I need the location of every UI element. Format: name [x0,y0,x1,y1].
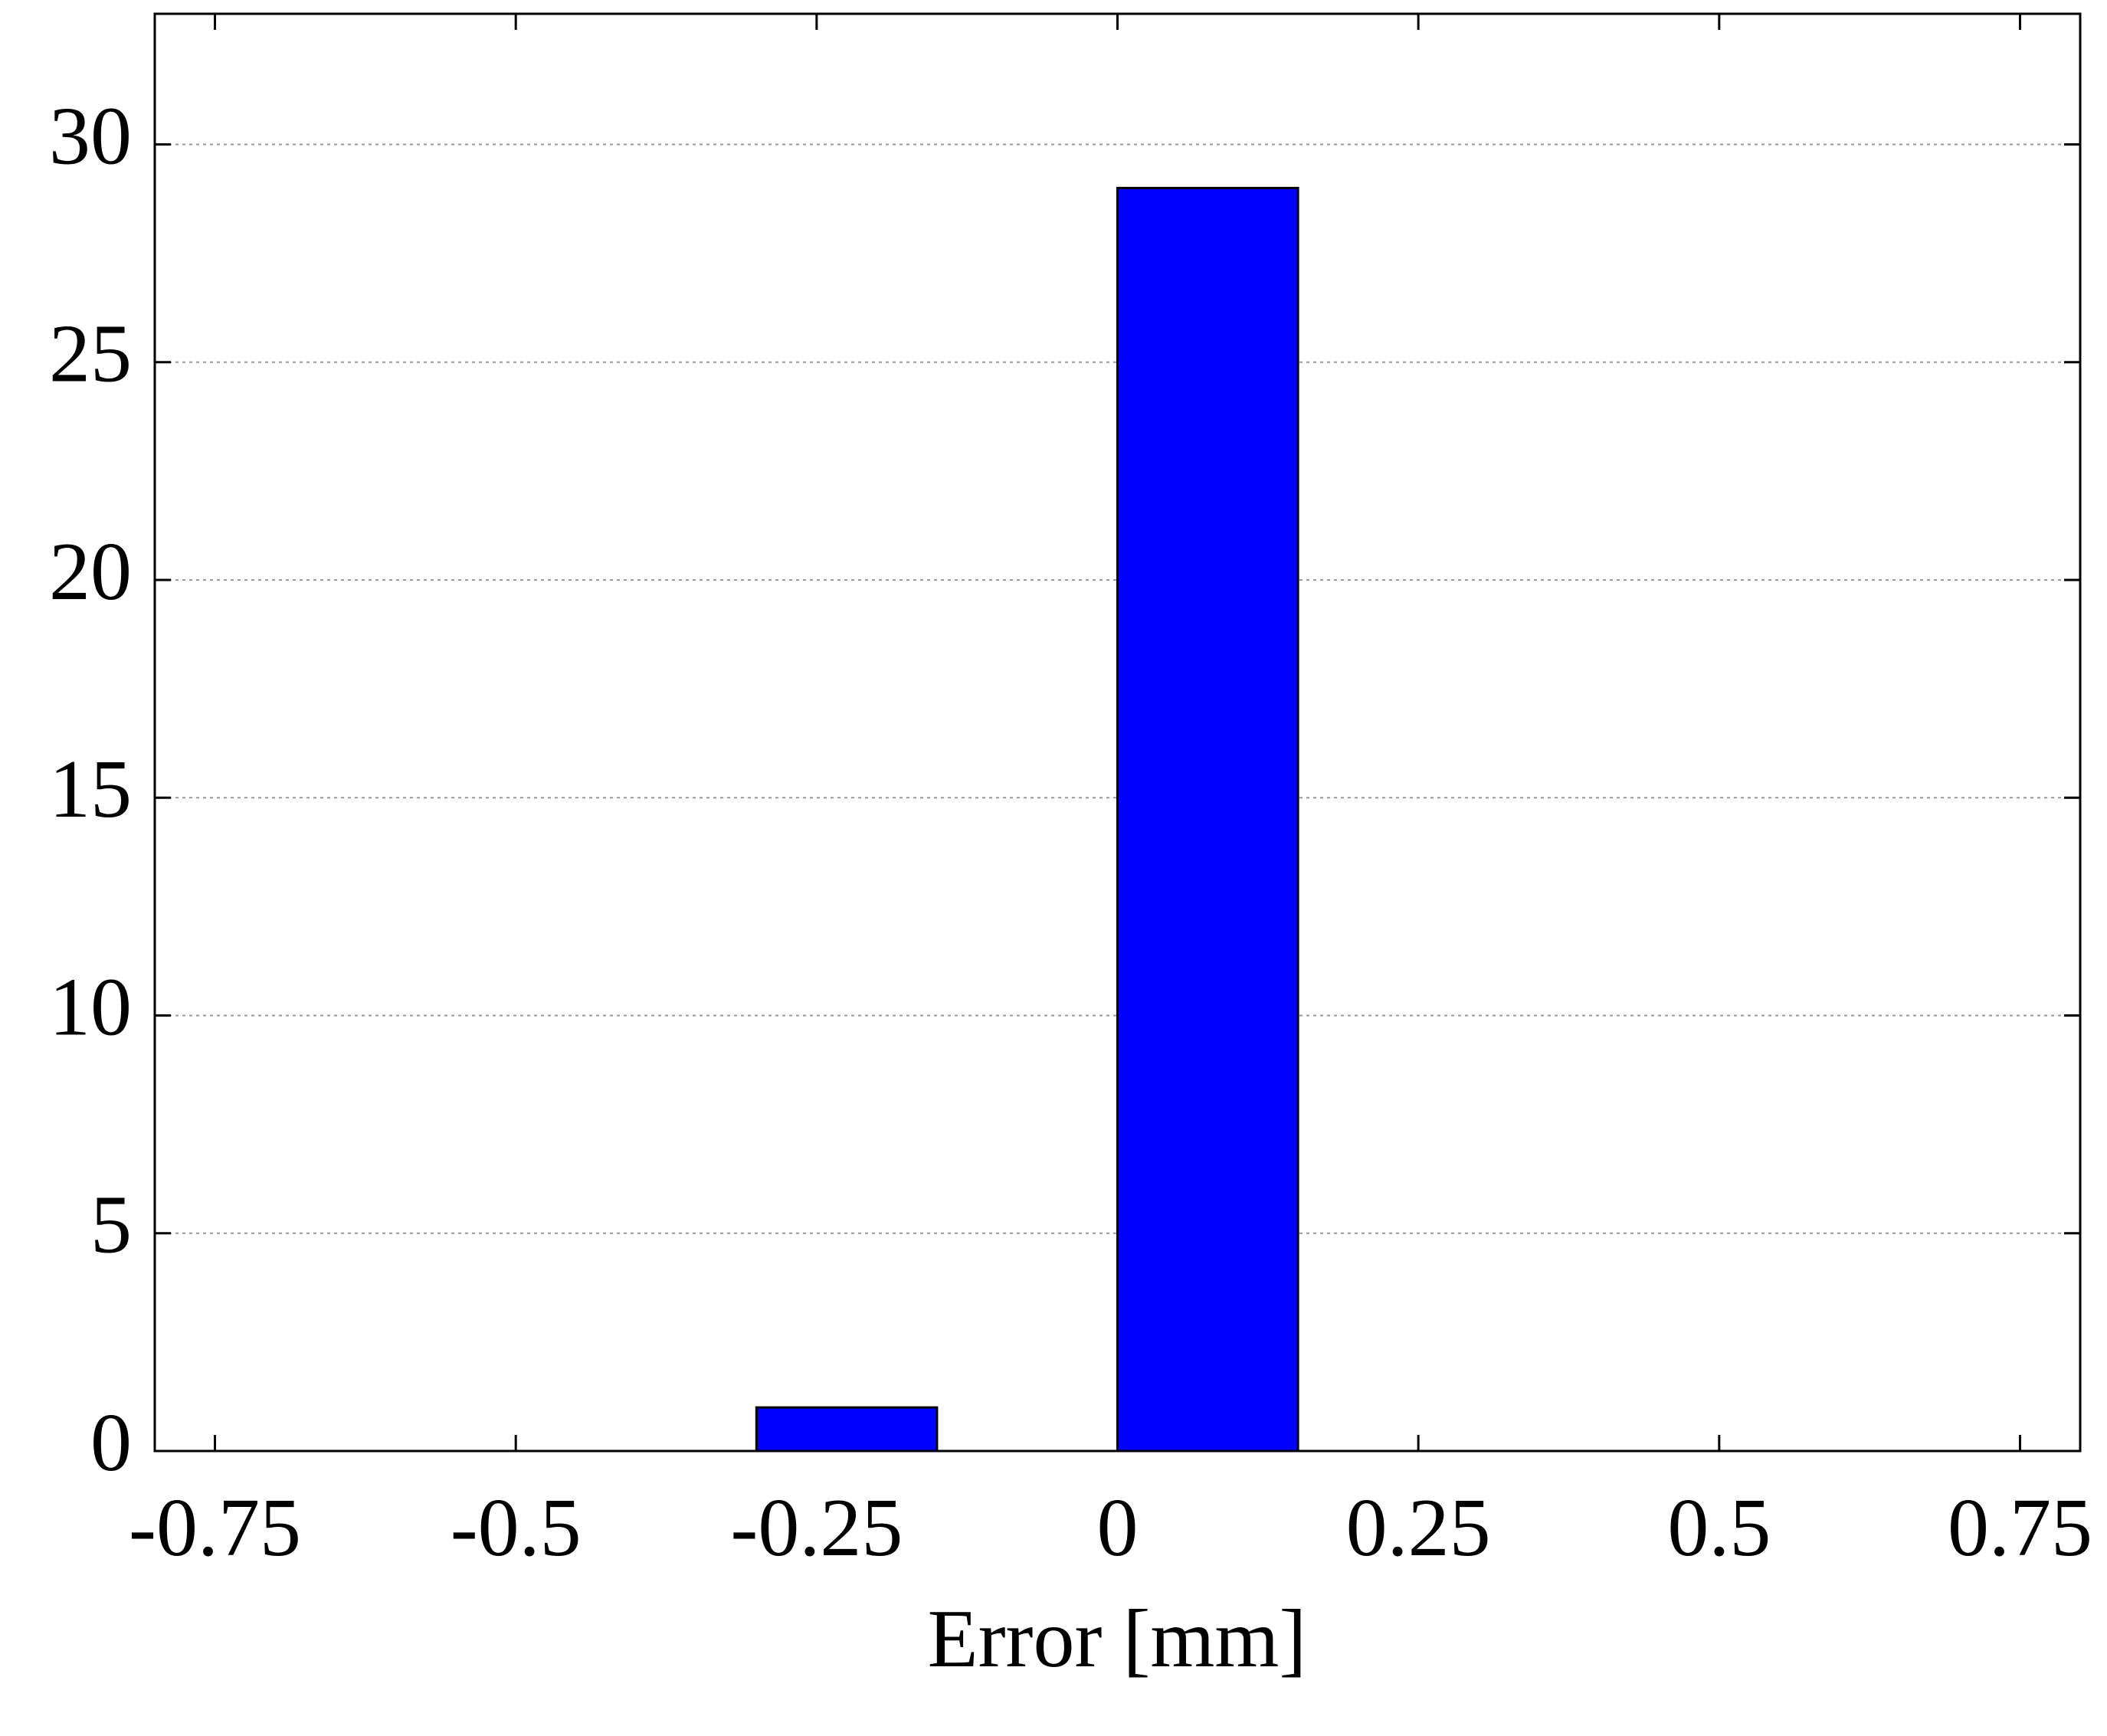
x-tick-label: 0.25 [1346,1482,1491,1574]
x-axis-label: Error [mm] [928,1594,1307,1685]
y-tick-label: 10 [49,961,132,1053]
x-tick-label: 0.75 [1948,1482,2092,1574]
y-tick-label: 25 [49,309,132,400]
x-tick-label: -0.25 [730,1482,903,1574]
bar [755,1406,939,1453]
y-tick-label: 0 [90,1397,132,1489]
x-tick-label: 0.5 [1667,1482,1771,1574]
bar [1116,186,1299,1453]
y-tick-label: 30 [49,90,132,182]
x-tick-label: -0.5 [451,1482,582,1574]
y-tick-label: 5 [90,1180,132,1271]
y-tick-label: 15 [49,744,132,835]
x-tick-label: -0.75 [129,1482,301,1574]
plot-frame [153,12,2082,1453]
x-tick-label: 0 [1097,1482,1139,1574]
y-tick-label: 20 [49,526,132,617]
